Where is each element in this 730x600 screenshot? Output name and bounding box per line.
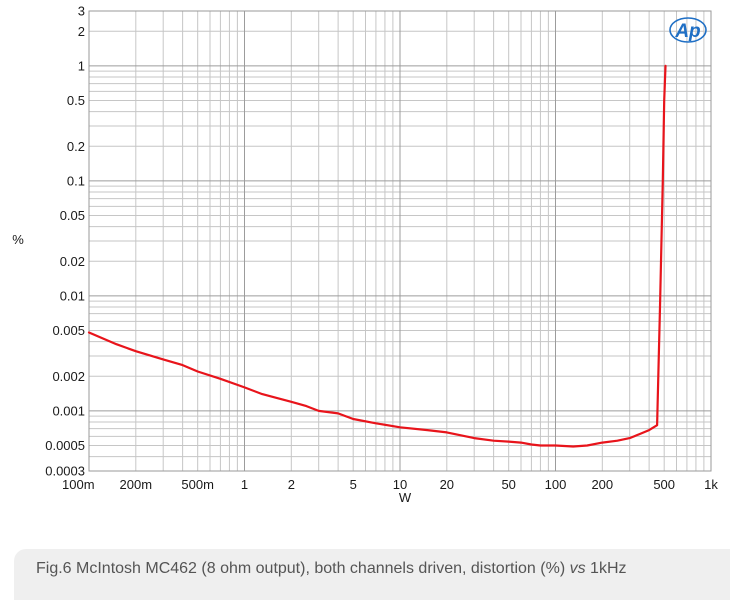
y-tick-label: 0.01 [60,288,85,303]
x-axis-label: W [399,490,412,505]
x-tick-label: 500 [653,477,675,492]
y-tick-label: 1 [78,58,85,73]
x-tick-label: 20 [440,477,454,492]
y-tick-label: 0.02 [60,254,85,269]
ap-logo: Ap [669,17,707,43]
y-tick-label: 0.05 [60,208,85,223]
x-tick-label: 500m [181,477,214,492]
x-tick-label: 50 [501,477,515,492]
plot-frame [88,10,712,472]
y-tick-label: 0.0003 [45,464,85,479]
caption-prefix: Fig.6 McIntosh MC462 (8 ohm output), bot… [36,560,570,577]
y-tick-label: 0.1 [67,173,85,188]
caption-suffix: 1kHz [585,560,627,577]
x-tick-label: 1k [704,477,718,492]
x-tick-label: 1 [241,477,248,492]
figure-caption: Fig.6 McIntosh MC462 (8 ohm output), bot… [14,549,730,600]
y-tick-label: 0.005 [52,323,85,338]
y-axis-label: % [12,232,24,247]
x-tick-label: 100 [545,477,567,492]
y-tick-label: 0.002 [52,369,85,384]
x-tick-labels: 100m 200m 500m 1 2 5 10 20 50 100 200 500 1k [62,477,718,492]
y-tick-label: 0.001 [52,403,85,418]
series-layer [87,64,667,448]
grid-minor-lines [89,10,711,472]
x-tick-label: 100m [62,477,95,492]
y-tick-label: 2 [78,24,85,39]
x-tick-label: 5 [350,477,357,492]
x-tick-label: 2 [288,477,295,492]
y-tick-labels: 3 2 1 0.5 0.2 0.1 0.05 0.02 0.01 0.005 0.002 0.001 0… [45,4,85,479]
x-tick-label: 200m [120,477,153,492]
caption-text: Fig.6 McIntosh MC462 (8 ohm output), bot… [36,560,627,577]
ap-logo-text: Ap [674,21,700,42]
x-tick-label: 10 [393,477,407,492]
ap-logo-ring [669,17,707,43]
y-tick-label: 0.0005 [45,438,85,453]
thd-vs-power-chart: 3 2 1 0.5 0.2 0.1 0.05 0.02 0.01 0.005 0.002 0.001 0… [12,4,718,506]
x-tick-label: 200 [591,477,613,492]
y-tick-label: 3 [78,4,85,19]
y-tick-label: 0.5 [67,93,85,108]
caption-vs: vs [569,560,586,577]
distortion-series-line [87,64,667,448]
y-tick-label: 0.2 [67,139,85,154]
